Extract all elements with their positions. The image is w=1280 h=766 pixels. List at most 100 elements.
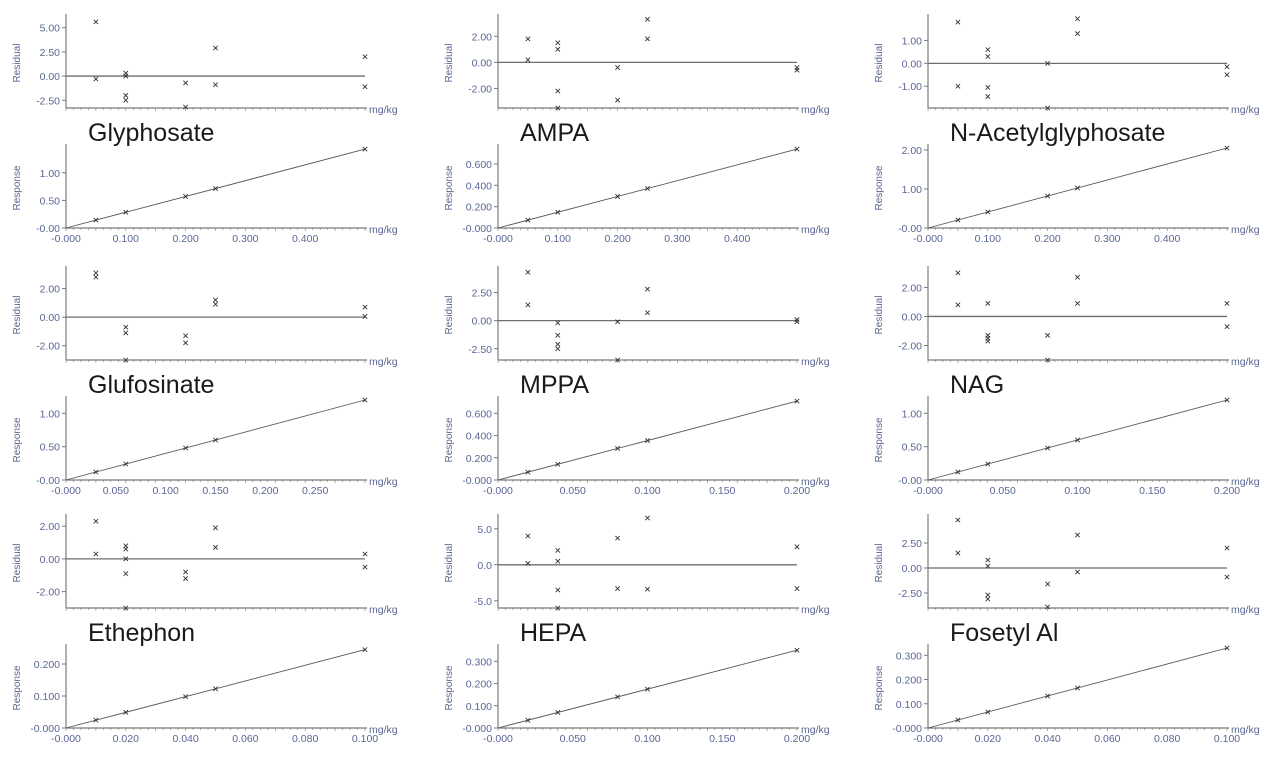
x-tick-label: -0.000 xyxy=(51,733,81,745)
residual-point xyxy=(794,586,800,592)
x-tick-label: 0.200 xyxy=(252,485,278,497)
response-axis-label: Response xyxy=(12,665,23,710)
residual-y-tick-label: -2.00 xyxy=(36,341,60,353)
residual-point xyxy=(525,302,531,308)
response-axis-label: Response xyxy=(12,417,23,462)
residual-axis-label: Residual xyxy=(444,296,455,335)
residual-point xyxy=(985,557,991,563)
residual-point xyxy=(362,304,368,310)
residual-point xyxy=(525,36,531,42)
response-y-tick-label: 0.200 xyxy=(896,675,922,687)
response-point xyxy=(1224,645,1230,651)
residual-y-tick-label: 2.00 xyxy=(40,284,61,296)
residual-point xyxy=(525,269,531,275)
x-tick-label: 0.020 xyxy=(113,733,139,745)
response-y-tick-label: 0.50 xyxy=(40,195,61,207)
residual-unit-label: mg/kg xyxy=(801,104,830,116)
response-point xyxy=(362,397,368,403)
x-tick-label: 0.200 xyxy=(172,233,198,245)
residual-point xyxy=(123,571,129,577)
chart-title: Fosetyl Al xyxy=(950,619,1058,647)
residual-point xyxy=(1074,569,1081,575)
x-tick-label: 0.200 xyxy=(784,485,810,497)
x-tick-label: 0.200 xyxy=(784,733,810,745)
residual-point xyxy=(1224,72,1230,78)
x-tick-label: 0.200 xyxy=(604,233,630,245)
residual-point xyxy=(1224,64,1230,70)
residual-point xyxy=(183,576,189,582)
residual-point xyxy=(955,302,961,308)
response-point xyxy=(93,469,99,475)
residual-point xyxy=(555,605,561,611)
response-y-tick-label: 0.600 xyxy=(466,408,492,420)
chart-title: HEPA xyxy=(520,619,587,647)
residual-point xyxy=(985,563,991,569)
residual-point xyxy=(93,19,99,25)
chart-title: Glufosinate xyxy=(88,371,214,399)
residual-point xyxy=(644,515,651,521)
response-y-tick-label: -0.000 xyxy=(462,475,492,487)
response-y-tick-label: -0.000 xyxy=(462,723,492,735)
x-tick-label: 0.020 xyxy=(975,733,1001,745)
residual-point xyxy=(93,270,99,276)
residual-point xyxy=(985,53,991,59)
residual-point xyxy=(794,319,800,325)
residual-point xyxy=(183,333,189,339)
x-tick-label: 0.400 xyxy=(1154,233,1180,245)
residual-point xyxy=(183,104,189,110)
chart-svg: -5.0 0.0 5.0 mg/kg Residual HEPA -0.000 0.100 0.… xyxy=(444,514,830,745)
chart-title: AMPA xyxy=(520,119,589,147)
response-y-tick-label: 0.200 xyxy=(34,659,60,671)
residual-point xyxy=(1224,300,1230,306)
x-tick-label: 0.100 xyxy=(634,485,660,497)
residual-point xyxy=(183,569,189,575)
chart-svg: -2.50 0.00 2.50 mg/kg Residual MPPA -0.000 0.20… xyxy=(444,266,830,497)
residual-point xyxy=(93,274,99,280)
chart-title: MPPA xyxy=(520,371,589,399)
response-axis-label: Response xyxy=(444,417,455,462)
residual-point xyxy=(93,551,99,557)
x-tick-label: 0.300 xyxy=(1094,233,1120,245)
residual-point xyxy=(955,270,961,276)
x-tick-label: 0.100 xyxy=(634,733,660,745)
chart-panel-hepa: -5.0 0.0 5.0 mg/kg Residual HEPA -0.000 0.100 0.… xyxy=(432,500,852,750)
residual-point xyxy=(985,47,991,53)
x-tick-label: 0.100 xyxy=(113,233,139,245)
residual-point xyxy=(555,346,561,352)
response-point xyxy=(1074,185,1081,191)
chart-svg: -2.00 0.00 2.00 mg/kg Residual Ethephon -0.000… xyxy=(12,514,398,745)
response-unit-label: mg/kg xyxy=(1231,224,1260,236)
residual-point xyxy=(183,80,189,86)
response-point xyxy=(615,445,621,451)
residual-point xyxy=(794,67,800,73)
residual-point xyxy=(123,357,129,363)
residual-point xyxy=(212,82,219,88)
residual-point xyxy=(362,313,368,319)
residual-y-tick-label: -2.50 xyxy=(468,344,492,356)
x-tick-label: 0.300 xyxy=(664,233,690,245)
residual-point xyxy=(123,97,129,103)
chart-panel-mppa: -2.50 0.00 2.50 mg/kg Residual MPPA -0.000 0.20… xyxy=(432,252,852,502)
residual-y-tick-label: 2.50 xyxy=(40,47,61,59)
response-axis-label: Response xyxy=(444,665,455,710)
response-y-tick-label: -0.00 xyxy=(898,475,922,487)
response-axis-label: Response xyxy=(444,165,455,210)
response-y-tick-label: 0.50 xyxy=(902,442,923,454)
response-unit-label: mg/kg xyxy=(369,476,398,488)
response-unit-label: mg/kg xyxy=(1231,724,1260,736)
residual-point xyxy=(615,319,621,325)
response-y-tick-label: -0.00 xyxy=(36,223,60,235)
residual-y-tick-label: 2.00 xyxy=(902,282,923,294)
residual-y-tick-label: -1.00 xyxy=(898,81,922,93)
residual-y-tick-label: 1.00 xyxy=(902,35,923,47)
response-point xyxy=(985,209,991,215)
x-tick-label: 0.050 xyxy=(103,485,129,497)
response-point xyxy=(183,445,189,451)
residual-y-tick-label: -5.0 xyxy=(474,596,492,608)
residual-y-tick-label: 0.0 xyxy=(477,560,492,572)
residual-point xyxy=(615,65,621,71)
residual-point xyxy=(985,84,991,90)
response-point xyxy=(1224,145,1230,151)
x-tick-label: 0.080 xyxy=(292,733,318,745)
response-unit-label: mg/kg xyxy=(801,224,830,236)
